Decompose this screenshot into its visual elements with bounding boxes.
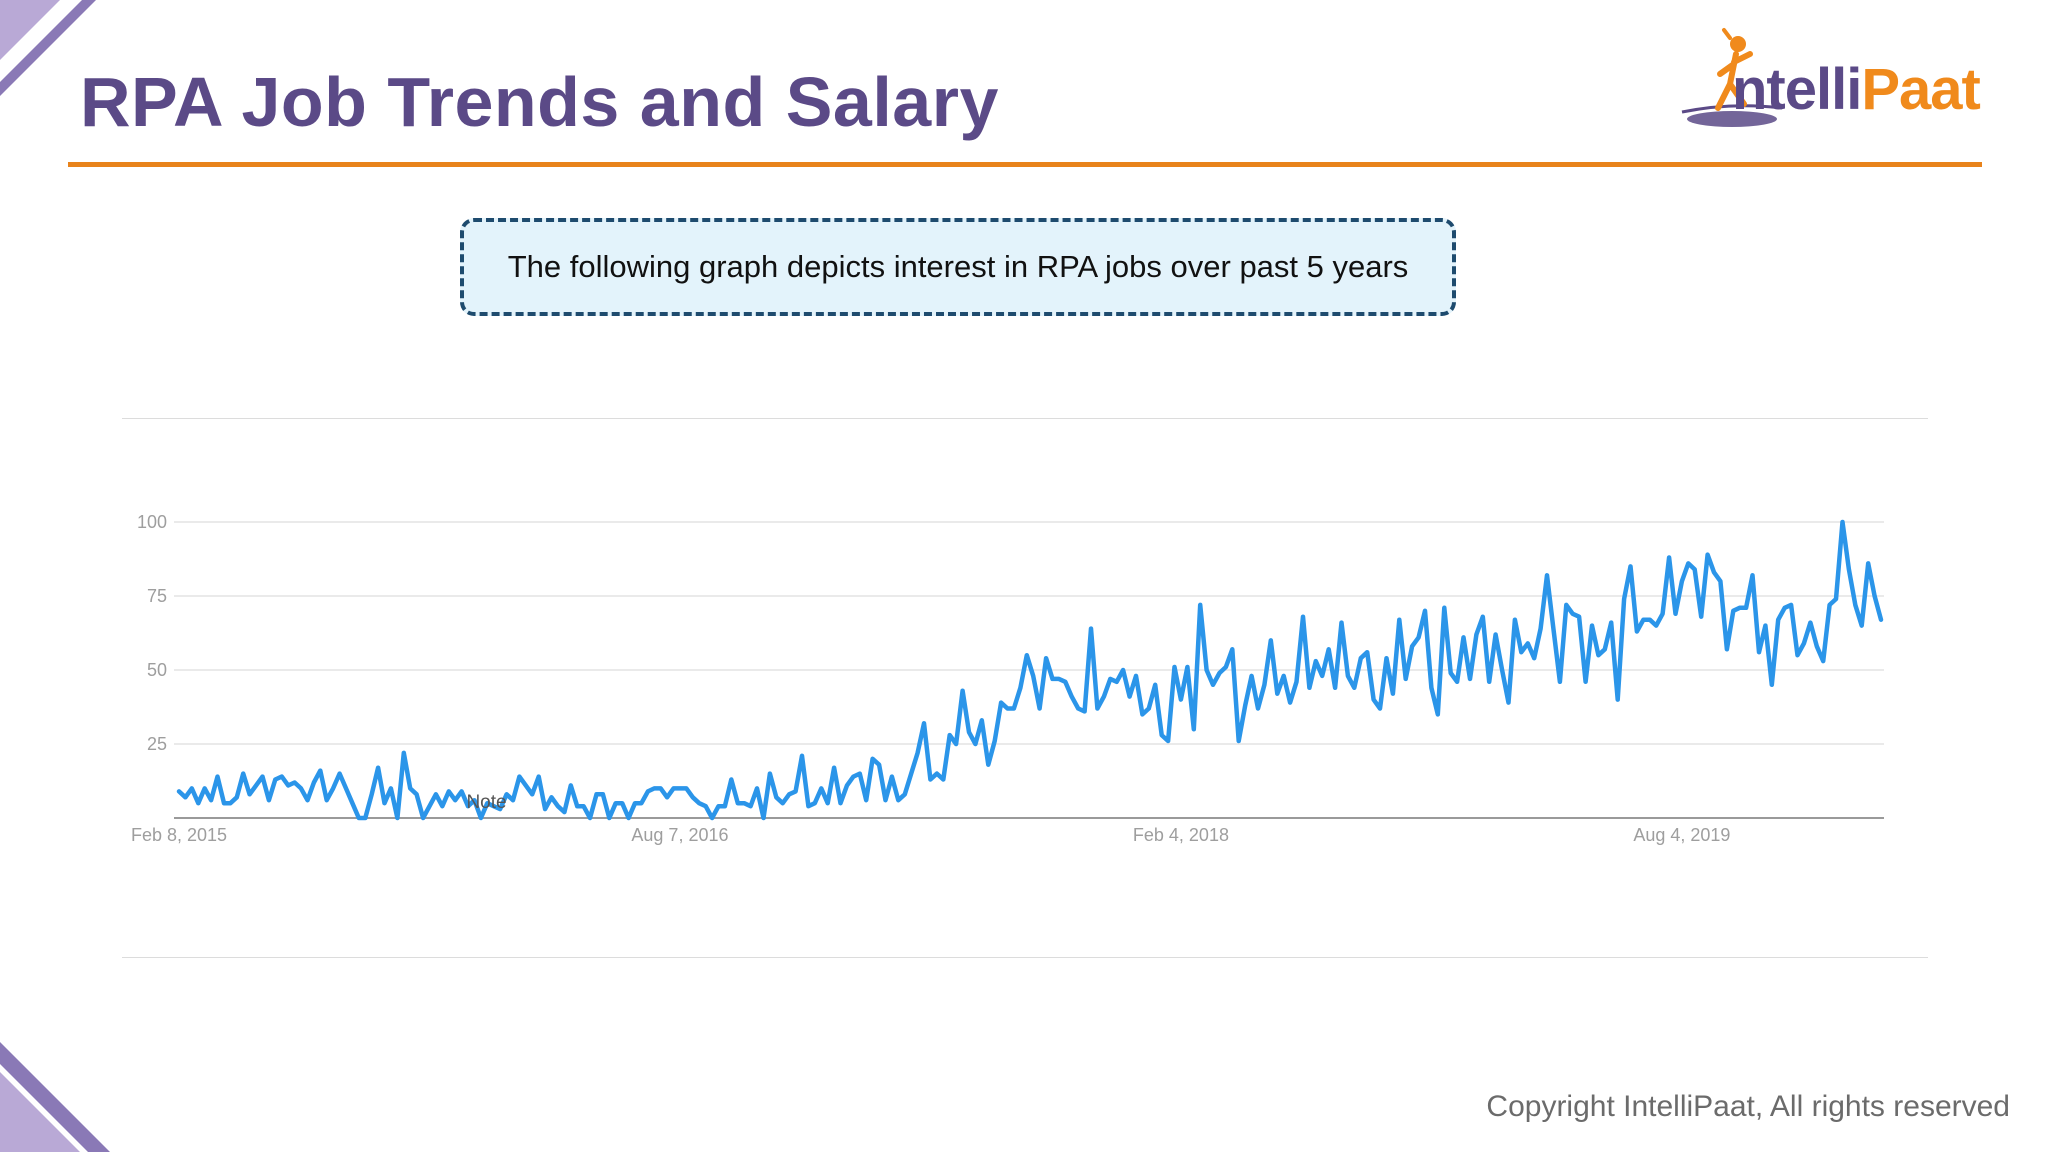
page-title: RPA Job Trends and Salary <box>80 63 999 141</box>
callout-text: The following graph depicts interest in … <box>507 249 1409 284</box>
bottom-left-corner-decoration <box>0 1042 110 1152</box>
x-tick-label: Aug 7, 2016 <box>631 825 728 845</box>
x-tick-label: Feb 8, 2015 <box>131 825 227 845</box>
title-underline <box>68 162 1982 167</box>
series-line-rpa-interest <box>176 519 1884 821</box>
copyright-notice: Copyright IntelliPaat, All rights reserv… <box>1486 1090 2010 1123</box>
x-tick-label: Aug 4, 2019 <box>1633 825 1730 845</box>
chart-frame-bottom <box>122 957 1928 958</box>
running-figure-icon <box>1681 28 1783 127</box>
top-left-corner-decoration <box>0 0 96 96</box>
y-tick-label: 100 <box>137 512 167 532</box>
y-tick-label: 75 <box>147 586 167 606</box>
chart-description-callout: The following graph depicts interest in … <box>460 218 1456 316</box>
logo-wordmark: ntelliPaat <box>1732 57 1981 122</box>
intellipaat-logo: ntelliPaat <box>1672 24 1992 139</box>
chart-frame-top <box>122 418 1928 419</box>
y-tick-label: 50 <box>147 660 167 680</box>
x-tick-label: Feb 4, 2018 <box>1133 825 1229 845</box>
chart-annotation-note: Note <box>466 792 506 813</box>
y-tick-label: 25 <box>147 734 167 754</box>
